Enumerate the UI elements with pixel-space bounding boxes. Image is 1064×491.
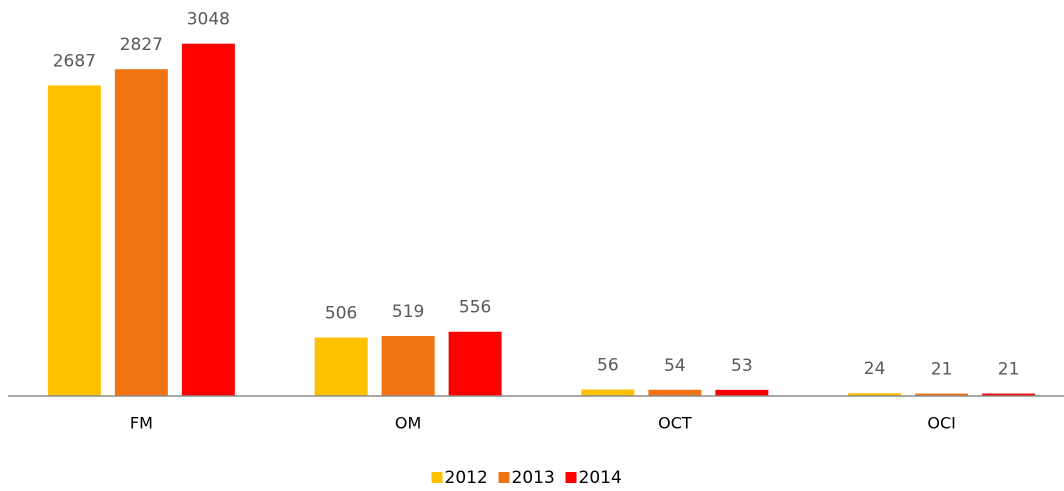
data-label: 506 (325, 304, 357, 324)
legend-label: 2013 (512, 468, 555, 488)
bar (848, 393, 902, 396)
bar (448, 331, 502, 396)
legend-label: 2014 (579, 468, 622, 488)
data-label: 53 (731, 356, 753, 376)
x-tick-label: OM (395, 414, 421, 433)
data-label: 24 (864, 359, 886, 379)
data-label: 56 (597, 356, 619, 376)
bar (181, 43, 235, 396)
data-label: 556 (459, 298, 491, 318)
data-label: 21 (931, 360, 953, 380)
bar (314, 337, 368, 396)
bar (581, 389, 635, 396)
bar (47, 85, 101, 396)
bar (648, 389, 702, 396)
legend-swatch (431, 472, 443, 483)
bar (982, 393, 1036, 396)
bar (715, 389, 769, 396)
legend-label: 2012 (445, 468, 488, 488)
x-tick-label: OCI (927, 414, 955, 433)
bar (915, 393, 969, 396)
bar (381, 336, 435, 396)
data-label: 54 (664, 356, 686, 376)
data-label: 3048 (187, 10, 230, 30)
bar (114, 69, 168, 396)
data-label: 2827 (120, 35, 163, 55)
x-tick-label: OCT (658, 414, 692, 433)
x-tick-label: FM (130, 414, 153, 433)
data-label: 21 (998, 360, 1020, 380)
legend-swatch (498, 472, 510, 483)
data-label: 519 (392, 302, 424, 322)
data-label: 2687 (53, 51, 96, 71)
legend-swatch (565, 472, 577, 483)
